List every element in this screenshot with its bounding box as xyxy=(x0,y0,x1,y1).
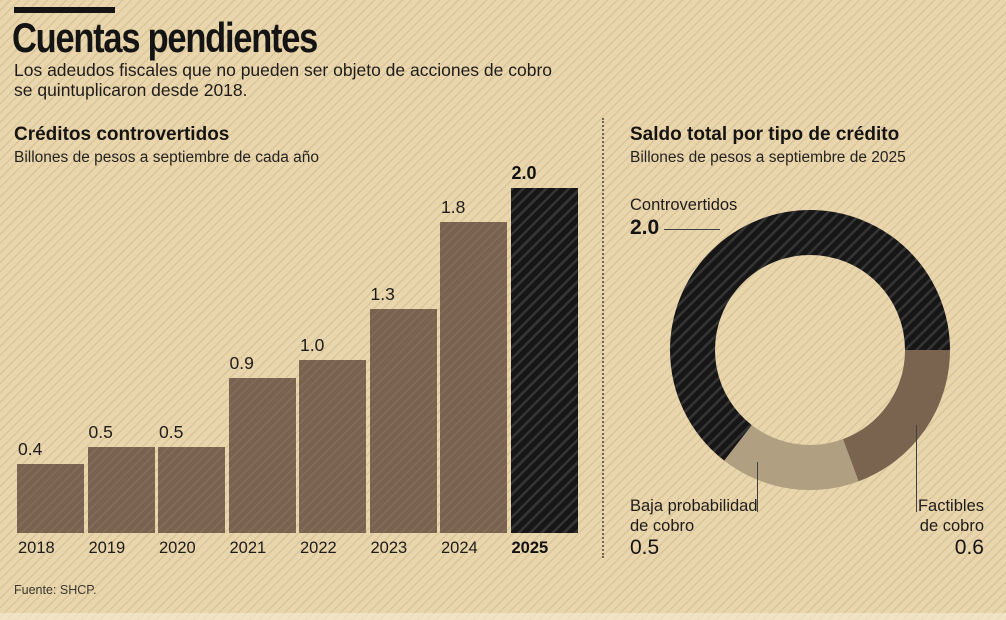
donut-label-controvertidos-text: Controvertidos xyxy=(630,196,738,214)
bar-2018 xyxy=(17,464,84,533)
bottom-edge-strip xyxy=(0,613,1006,620)
donut-chart-subtitle: Billones de pesos a septiembre de 2025 xyxy=(630,149,906,166)
page-subtitle: Los adeudos fiscales que no pueden ser o… xyxy=(14,60,553,100)
subtitle-line-2: se quintuplicaron desde 2018. xyxy=(14,79,248,100)
bar-chart-title: Créditos controvertidos xyxy=(14,124,230,145)
bar-2023 xyxy=(369,309,437,533)
page-title: Cuentas pendientes xyxy=(12,14,318,61)
leader-line-baja xyxy=(757,462,758,512)
donut-label-factibles: Factibles de cobro 0.6 xyxy=(918,497,984,559)
leader-line-controvertidos xyxy=(664,229,720,230)
bar-value-label-2019: 0.5 xyxy=(88,422,113,442)
donut-slice-controvertidos xyxy=(670,210,950,490)
bar-2019 xyxy=(87,447,155,533)
bar-value-label-2023: 1.3 xyxy=(370,284,395,304)
bar-chart-subtitle: Billones de pesos a septiembre de cada a… xyxy=(14,149,320,166)
bar-axis-label-2019: 2019 xyxy=(88,539,126,557)
bar-2022 xyxy=(299,360,366,533)
bar-value-label-2025: 2.0 xyxy=(511,163,537,183)
bar-value-label-2021: 0.9 xyxy=(229,353,254,373)
bar-axis-label-2022: 2022 xyxy=(300,539,337,557)
donut-chart-title: Saldo total por tipo de crédito xyxy=(630,124,900,145)
bar-2021 xyxy=(228,378,296,533)
donut-value-controvertidos: 2.0 xyxy=(630,215,660,239)
donut-label-baja-line2: de cobro xyxy=(630,516,695,535)
bar-value-label-2018: 0.4 xyxy=(18,439,43,459)
bar-axis-label-2021: 2021 xyxy=(229,539,267,557)
bar-axis-label-2025: 2025 xyxy=(511,539,549,557)
bar-axis-label-2024: 2024 xyxy=(441,539,478,557)
donut-label-factibles-line1: Factibles xyxy=(917,497,984,515)
bar-axis-label-2023: 2023 xyxy=(370,539,408,557)
donut-label-baja-line1: Baja probabilidad xyxy=(630,497,758,515)
panel-divider xyxy=(602,118,604,558)
donut-slice-baja-probabilidad-de-cobro xyxy=(670,210,950,490)
bar-2025 xyxy=(510,188,578,533)
bar-2024 xyxy=(440,222,507,533)
donut-value-factibles: 0.6 xyxy=(954,536,984,559)
donut-label-controvertidos: Controvertidos 2.0 xyxy=(630,196,737,239)
bar-2020 xyxy=(158,447,225,533)
donut-label-baja: Baja probabilidad de cobro 0.5 xyxy=(630,497,758,559)
subtitle-line-1: Los adeudos fiscales que no pueden ser o… xyxy=(14,60,553,80)
bar-value-label-2022: 1.0 xyxy=(300,335,325,355)
bar-axis-label-2018: 2018 xyxy=(18,539,55,557)
source-note: Fuente: SHCP. xyxy=(14,583,97,597)
leader-line-factibles xyxy=(916,425,917,512)
bar-value-label-2020: 0.5 xyxy=(159,422,184,442)
bar-axis-label-2020: 2020 xyxy=(159,539,196,557)
bar-value-label-2024: 1.8 xyxy=(441,197,466,217)
donut-label-factibles-line2: de cobro xyxy=(919,516,984,535)
kicker-rule xyxy=(14,7,115,13)
donut-value-baja: 0.5 xyxy=(630,536,660,559)
donut-chart xyxy=(670,210,950,490)
